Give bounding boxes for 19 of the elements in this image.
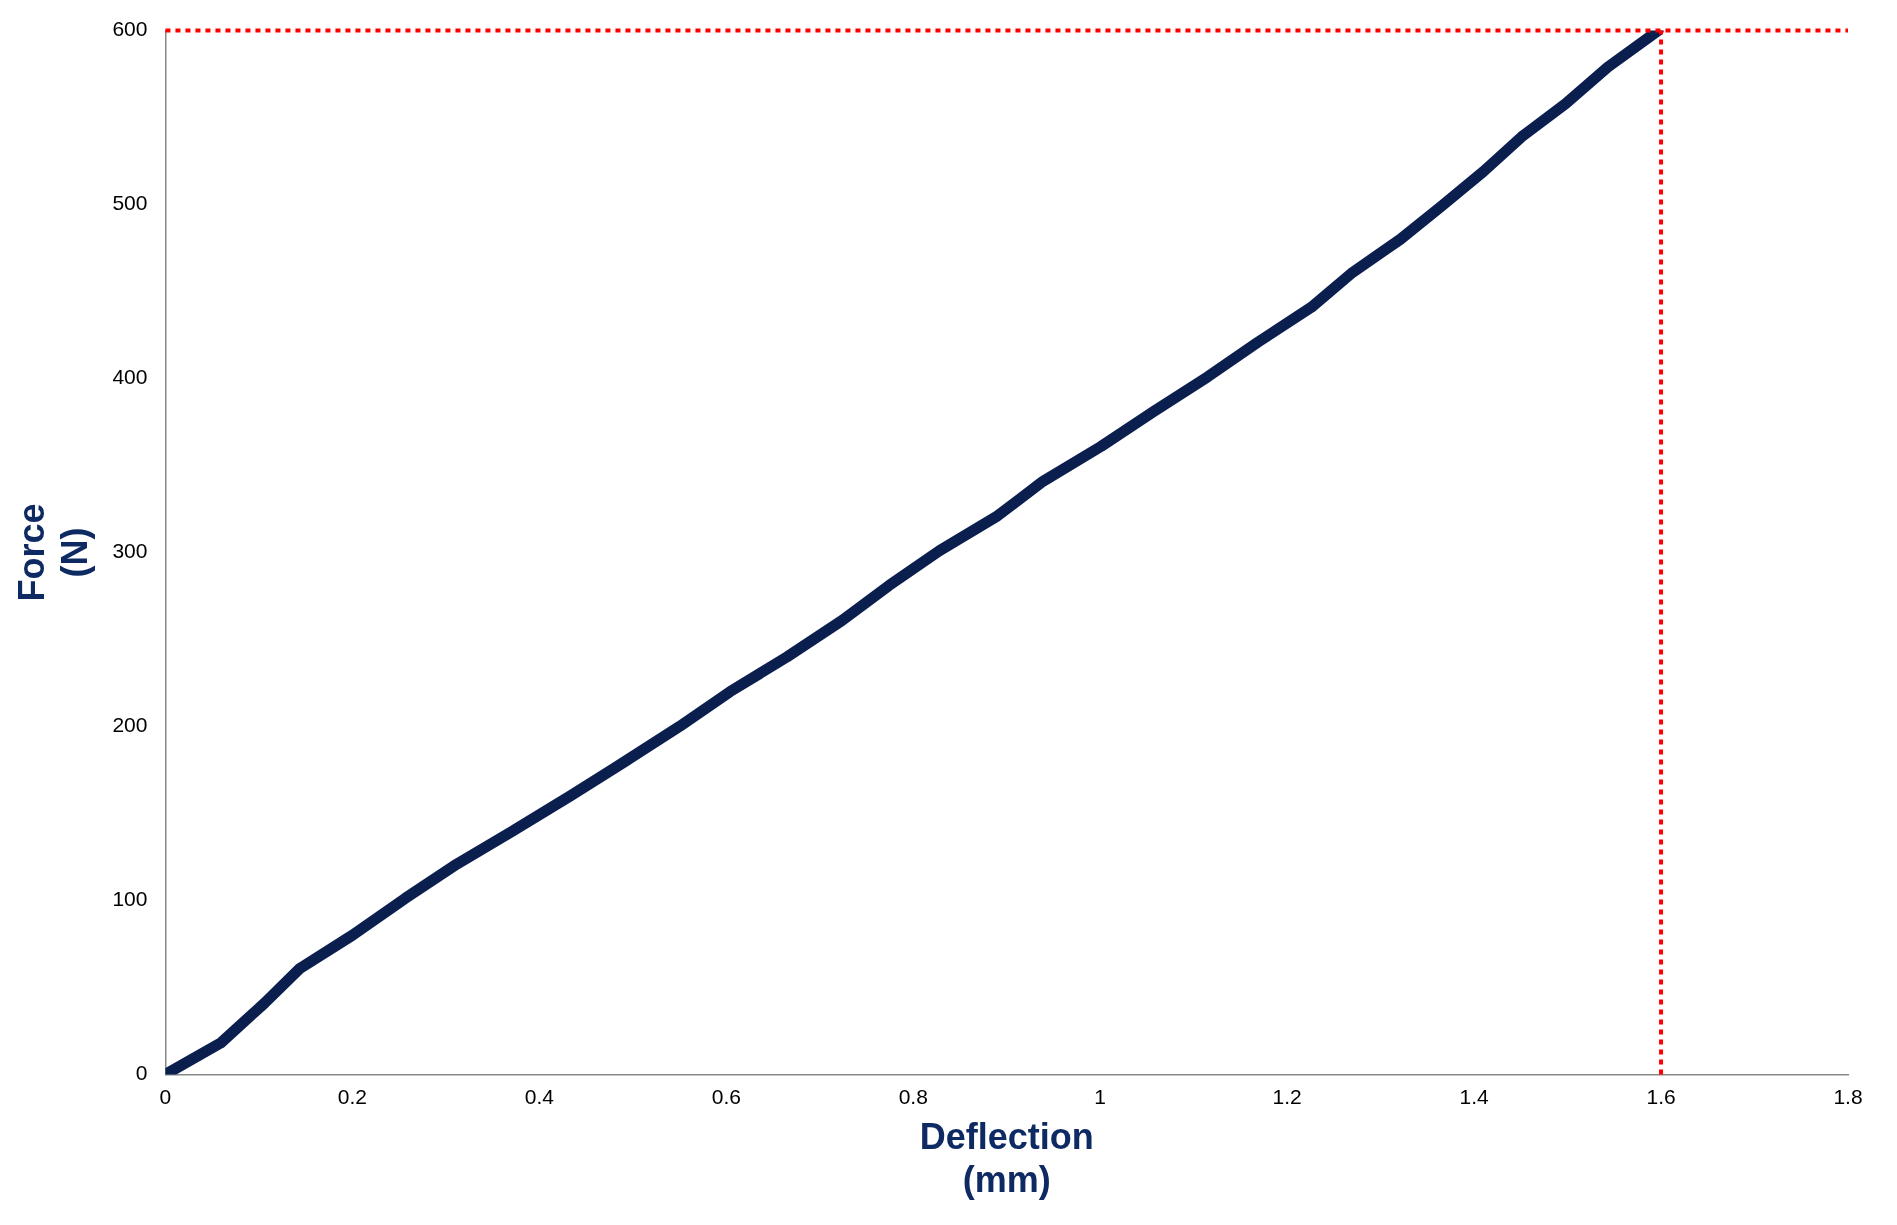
x-tick-label: 1.2 <box>1272 1084 1302 1108</box>
x-tick-label: 0.6 <box>711 1084 741 1108</box>
y-tick-label: 400 <box>112 365 148 389</box>
x-tick-label: 0.4 <box>524 1084 555 1108</box>
y-tick-label: 0 <box>135 1061 148 1085</box>
y-tick-label: 600 <box>112 17 148 41</box>
y-tick-label: 100 <box>112 887 148 911</box>
x-tick-label: 1.8 <box>1833 1084 1863 1108</box>
y-tick-label: 500 <box>112 191 148 215</box>
x-tick-label: 1.6 <box>1646 1084 1676 1108</box>
x-tick-label: 1 <box>1094 1084 1107 1108</box>
y-tick-label: 200 <box>112 713 148 737</box>
x-tick-label: 1.4 <box>1459 1084 1490 1108</box>
x-tick-label: 0.8 <box>898 1084 928 1108</box>
x-tick-label: 0 <box>159 1084 172 1108</box>
y-tick-label: 300 <box>112 539 148 563</box>
y-axis-title: Force (N) <box>10 503 95 602</box>
x-axis-title: Deflection (mm) <box>919 1116 1094 1201</box>
x-tick-label: 0.2 <box>337 1084 367 1108</box>
